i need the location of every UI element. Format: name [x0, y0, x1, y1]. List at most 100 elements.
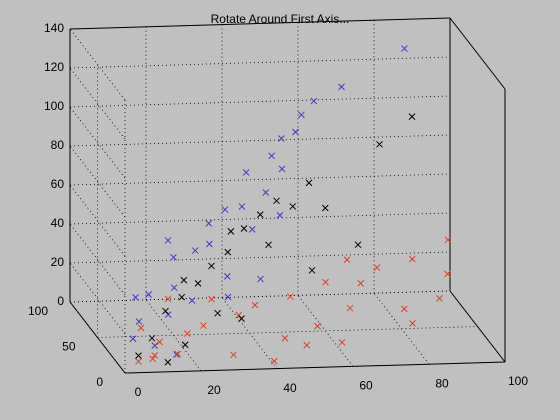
point — [278, 165, 286, 173]
point — [208, 295, 215, 303]
point — [156, 338, 163, 346]
point — [408, 255, 416, 263]
point — [401, 45, 408, 52]
point — [178, 293, 186, 301]
x-tick-label: 0 — [135, 385, 142, 399]
point — [248, 226, 256, 233]
x-tick-label: 20 — [207, 383, 221, 397]
point — [238, 315, 245, 322]
point — [444, 270, 451, 278]
point — [135, 318, 143, 325]
point — [436, 294, 443, 302]
point — [205, 220, 213, 227]
y-tick-label: 50 — [62, 340, 76, 354]
grid-line — [69, 28, 126, 101]
point — [181, 341, 189, 349]
grid-line — [69, 184, 126, 257]
grid-line — [69, 56, 451, 69]
point — [191, 247, 199, 254]
point — [276, 211, 284, 219]
grid-line — [69, 145, 126, 218]
point — [164, 311, 172, 318]
grid-line — [69, 106, 126, 179]
point — [223, 273, 231, 280]
point — [164, 295, 172, 303]
point — [148, 334, 156, 342]
z-tick-label: 60 — [51, 177, 65, 191]
point — [183, 330, 191, 337]
point — [303, 341, 311, 349]
point — [242, 169, 250, 176]
point — [135, 358, 142, 365]
point — [310, 97, 318, 105]
point — [298, 111, 305, 119]
z-tick-label: 100 — [44, 99, 64, 113]
point — [224, 248, 232, 256]
z-tick-label: 80 — [51, 138, 65, 152]
box-edge — [449, 17, 506, 90]
point — [409, 320, 416, 327]
point — [200, 322, 207, 329]
point — [346, 304, 354, 312]
point — [305, 179, 313, 187]
point — [286, 293, 294, 300]
point — [343, 256, 351, 264]
grid-line — [69, 173, 451, 186]
point — [174, 350, 181, 358]
grid-line — [69, 251, 451, 264]
z-tick-label: 0 — [57, 294, 64, 308]
point — [321, 204, 329, 212]
y-tick-label: 0 — [96, 375, 103, 389]
point — [289, 203, 297, 210]
x-tick-label: 100 — [508, 374, 528, 388]
x-tick-label: 40 — [283, 381, 297, 395]
point — [151, 342, 159, 350]
x-tick-label: 80 — [435, 376, 449, 390]
point — [224, 293, 232, 301]
point — [408, 113, 416, 120]
z-tick-label: 120 — [44, 60, 64, 74]
grid-line — [97, 326, 478, 338]
box-edge — [69, 17, 451, 30]
point — [214, 309, 222, 317]
point — [162, 307, 169, 315]
point — [164, 237, 172, 244]
grid-line — [69, 134, 451, 147]
point — [227, 228, 235, 235]
grid-line — [69, 223, 126, 296]
z-tick-label: 140 — [44, 21, 64, 35]
point — [322, 278, 329, 286]
point — [135, 352, 142, 359]
point — [137, 324, 145, 332]
point — [268, 152, 276, 160]
point — [149, 355, 157, 363]
point — [257, 275, 264, 283]
point — [145, 291, 152, 298]
point — [273, 197, 280, 205]
point — [238, 203, 246, 210]
point — [251, 301, 259, 309]
point — [376, 140, 383, 148]
box-edge — [449, 290, 506, 363]
z-tick-label: 20 — [51, 255, 65, 269]
point — [338, 83, 345, 91]
point — [230, 351, 237, 359]
grid-line — [69, 290, 451, 303]
grid-line — [69, 212, 451, 225]
point — [444, 236, 452, 244]
point — [357, 279, 365, 287]
point — [221, 206, 229, 213]
point — [354, 241, 362, 249]
point — [338, 339, 346, 346]
point — [240, 225, 248, 232]
point — [235, 311, 243, 319]
point — [206, 240, 213, 248]
point — [164, 358, 172, 366]
point — [194, 279, 202, 287]
point — [308, 266, 316, 274]
point — [277, 135, 285, 142]
point — [180, 276, 188, 284]
grid-line — [69, 290, 451, 303]
box-edge — [69, 301, 126, 374]
